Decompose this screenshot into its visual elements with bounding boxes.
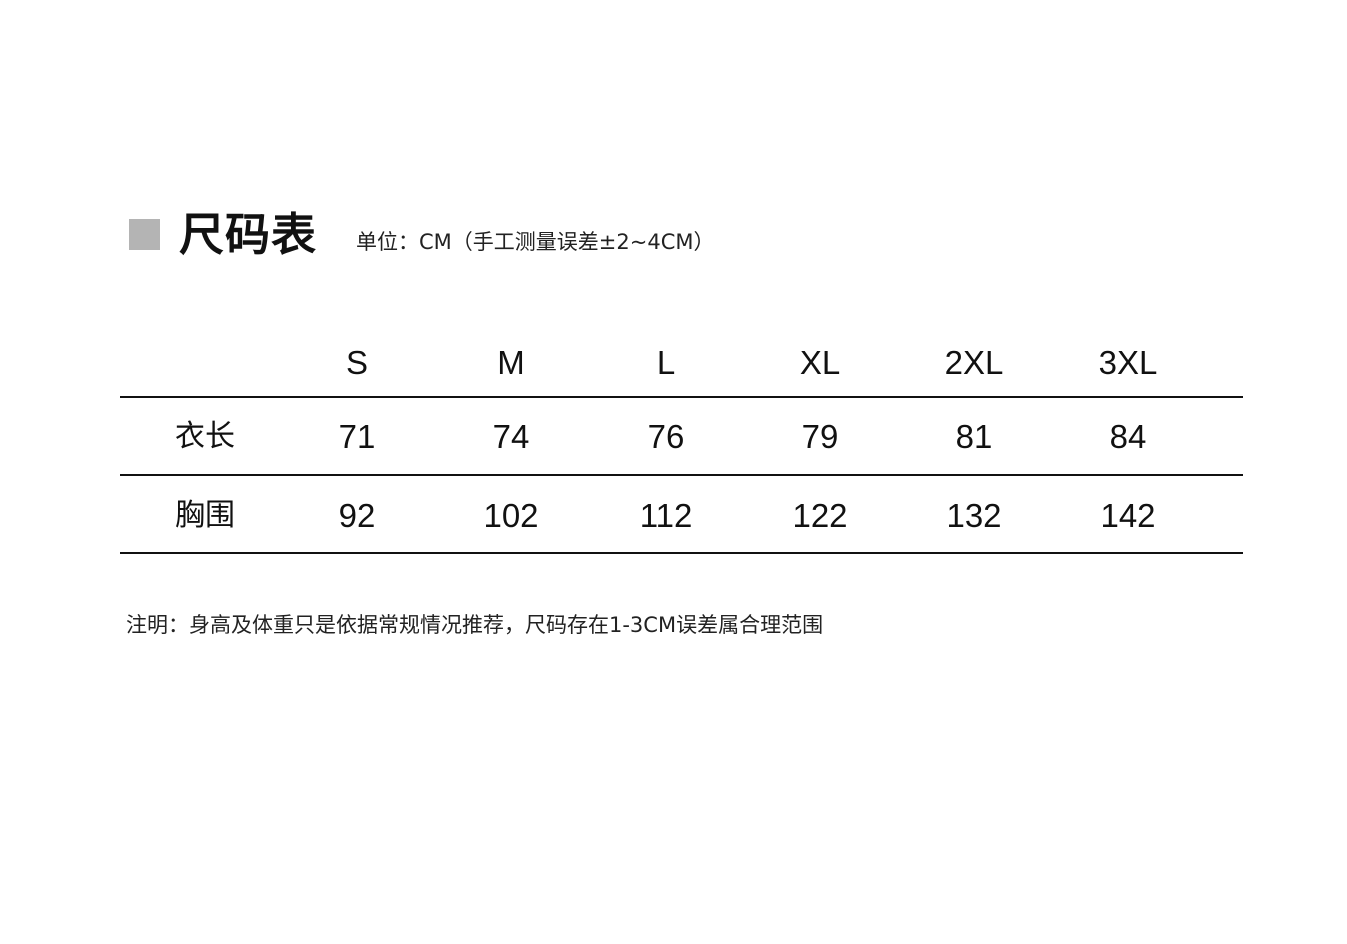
row-label: 衣长 (175, 419, 235, 454)
row-label: 胸围 (175, 498, 235, 533)
table-cell: 84 (1109, 418, 1147, 455)
column-header: 2XL (944, 344, 1004, 381)
column-header: M (497, 344, 525, 381)
table-cell: 74 (492, 418, 530, 455)
divider (120, 552, 1243, 554)
column-header: L (656, 344, 676, 381)
column-header: XL (799, 344, 841, 381)
table-cell: 76 (647, 418, 685, 455)
divider (120, 474, 1243, 476)
divider (120, 396, 1243, 398)
table-cell: 92 (338, 497, 376, 534)
unit-subtitle: 单位：CM（手工测量误差±2~4CM） (356, 230, 715, 254)
table-cell: 142 (1100, 497, 1156, 534)
table-cell: 71 (338, 418, 376, 455)
title-square-icon (129, 219, 160, 250)
table-cell: 112 (639, 497, 693, 534)
table-cell: 102 (483, 497, 539, 534)
note-text: 注明：身高及体重只是依据常规情况推荐，尺码存在1-3CM误差属合理范围 (126, 613, 824, 637)
column-header: 3XL (1098, 344, 1158, 381)
table-cell: 122 (792, 497, 848, 534)
table-cell: 79 (801, 418, 839, 455)
table-cell: 81 (955, 418, 993, 455)
column-header: S (345, 344, 368, 381)
table-cell: 132 (946, 497, 1002, 534)
page-title: 尺码表 (179, 208, 318, 261)
